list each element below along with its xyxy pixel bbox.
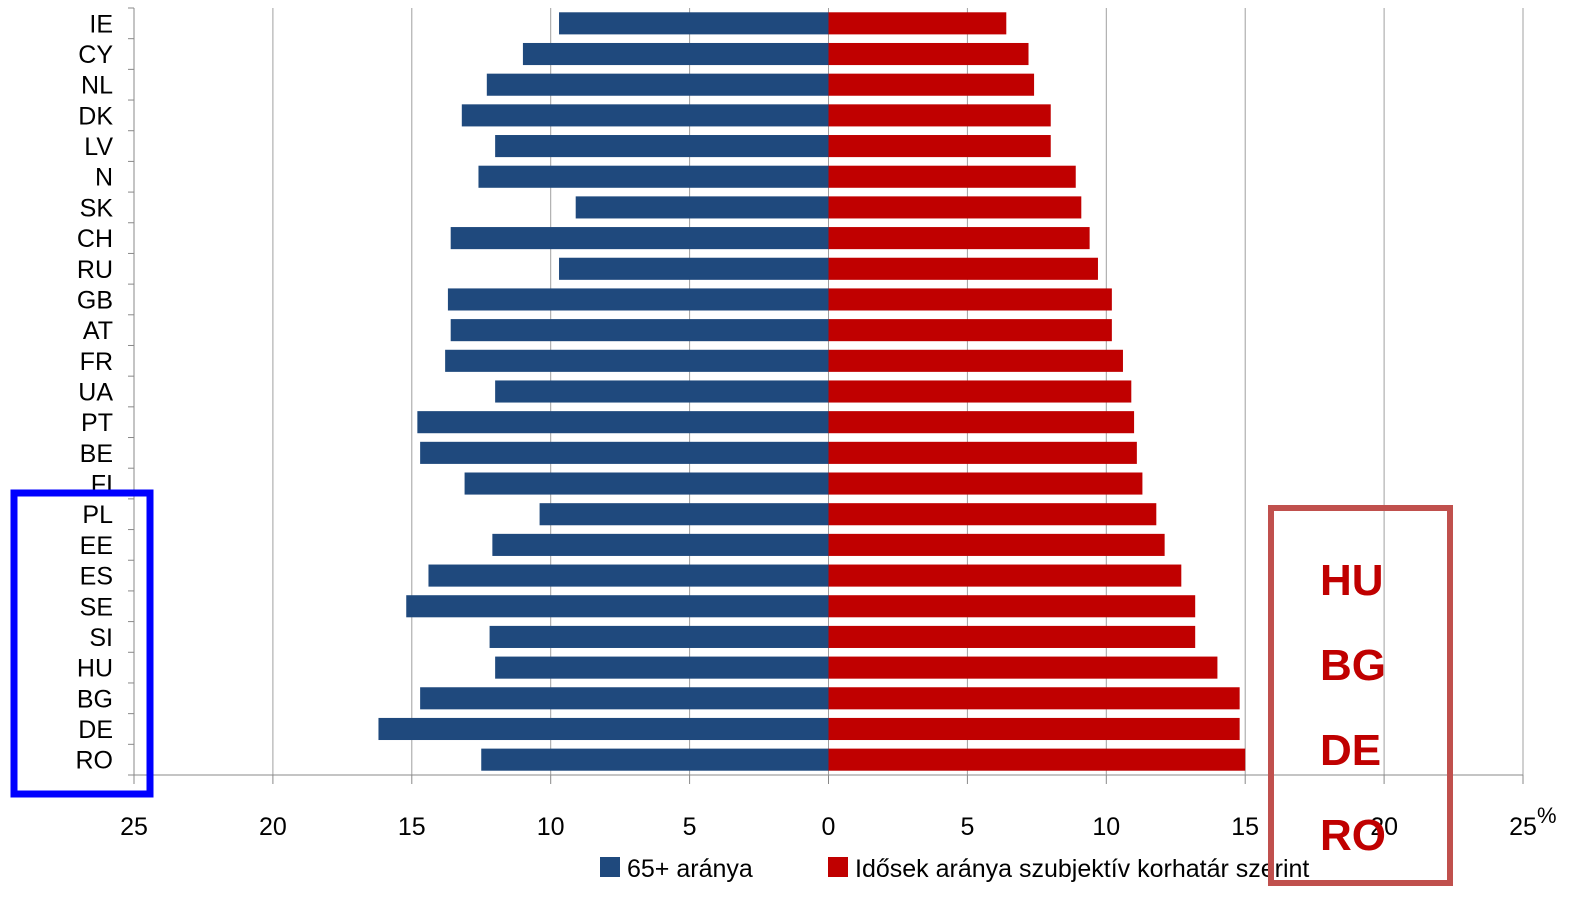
- legend: 65+ aránya Idősek aránya szubjektív korha…: [600, 855, 1309, 883]
- bar-subjective-si: [829, 626, 1196, 648]
- bar-subjective-gb: [829, 288, 1112, 310]
- category-label-ie: IE: [89, 10, 113, 38]
- category-label-gb: GB: [77, 286, 113, 314]
- legend-swatch-subjective: [828, 857, 848, 877]
- category-label-nl: NL: [81, 72, 113, 100]
- bar-subjective-pl: [829, 503, 1157, 525]
- bar-65plus-pl: [540, 503, 829, 525]
- x-tick-label: 10: [1092, 813, 1120, 841]
- x-axis-unit-label: %: [1537, 803, 1557, 828]
- y-axis: [128, 8, 134, 775]
- category-label-si: SI: [89, 624, 113, 652]
- bar-subjective-dk: [829, 104, 1051, 126]
- bar-65plus-bg: [420, 687, 828, 709]
- category-label-at: AT: [83, 317, 113, 345]
- category-label-ua: UA: [78, 379, 113, 407]
- category-label-lv: LV: [84, 133, 113, 161]
- bar-subjective-lv: [829, 135, 1051, 157]
- bar-65plus-dk: [462, 104, 829, 126]
- category-label-sk: SK: [80, 194, 114, 222]
- category-label-pt: PT: [81, 409, 113, 437]
- bar-subjective-be: [829, 442, 1137, 464]
- bar-subjective-n: [829, 166, 1076, 188]
- x-tick-label: 5: [960, 813, 974, 841]
- bar-65plus-nl: [487, 74, 829, 96]
- x-tick-label: 0: [822, 813, 836, 841]
- bar-subjective-at: [829, 319, 1112, 341]
- category-label-ee: EE: [80, 532, 113, 560]
- category-label-dk: DK: [78, 102, 113, 130]
- bar-subjective-bg: [829, 687, 1240, 709]
- highlight-label-bg: BG: [1320, 641, 1386, 690]
- x-tick-label: 15: [1231, 813, 1259, 841]
- bar-subjective-sk: [829, 196, 1082, 218]
- bar-65plus-n: [478, 166, 828, 188]
- category-label-ch: CH: [77, 225, 113, 253]
- bar-65plus-cy: [523, 43, 829, 65]
- bar-subjective-es: [829, 565, 1182, 587]
- bar-subjective-ch: [829, 227, 1090, 249]
- x-tick-label: 10: [537, 813, 565, 841]
- category-label-be: BE: [80, 440, 113, 468]
- legend-label-65plus: 65+ aránya: [627, 855, 753, 883]
- legend-label-subjective: Idősek aránya szubjektív korhatár szerin…: [855, 855, 1309, 883]
- category-label-ru: RU: [77, 256, 113, 284]
- bar-subjective-se: [829, 595, 1196, 617]
- category-label-hu: HU: [77, 655, 113, 683]
- category-label-cy: CY: [78, 41, 113, 69]
- legend-swatch-65plus: [600, 857, 620, 877]
- bar-65plus-hu: [495, 657, 828, 679]
- bar-subjective-ru: [829, 258, 1098, 280]
- bar-65plus-ie: [559, 12, 828, 34]
- category-label-pl: PL: [82, 501, 113, 529]
- x-tick-label: 15: [398, 813, 426, 841]
- category-label-se: SE: [80, 593, 113, 621]
- bar-subjective-de: [829, 718, 1240, 740]
- bar-subjective-ua: [829, 380, 1132, 402]
- bar-subjective-fi: [829, 472, 1143, 494]
- category-label-fr: FR: [80, 348, 113, 376]
- highlight-label-ro: RO: [1320, 811, 1386, 860]
- bar-subjective-fr: [829, 350, 1123, 372]
- highlight-label-hu: HU: [1320, 556, 1384, 605]
- x-tick-label: 25: [1509, 813, 1537, 841]
- category-label-es: ES: [80, 563, 113, 591]
- bar-65plus-ua: [495, 380, 828, 402]
- bar-subjective-ee: [829, 534, 1165, 556]
- bar-65plus-gb: [448, 288, 829, 310]
- bar-65plus-ch: [451, 227, 829, 249]
- bar-subjective-nl: [829, 74, 1035, 96]
- x-tick-label: 25: [120, 813, 148, 841]
- category-label-n: N: [95, 164, 113, 192]
- bar-65plus-de: [378, 718, 828, 740]
- bars: [378, 12, 1245, 770]
- bar-65plus-at: [451, 319, 829, 341]
- bar-65plus-fr: [445, 350, 828, 372]
- category-label-ro: RO: [76, 747, 114, 775]
- category-labels: IECYNLDKLVNSKCHRUGBATFRUAPTBEFIPLEEESSES…: [76, 10, 114, 774]
- category-label-de: DE: [78, 716, 113, 744]
- bar-65plus-fi: [465, 472, 829, 494]
- bar-65plus-ee: [492, 534, 828, 556]
- bar-65plus-ru: [559, 258, 828, 280]
- bar-65plus-pt: [417, 411, 828, 433]
- category-label-bg: BG: [77, 685, 113, 713]
- bar-65plus-lv: [495, 135, 828, 157]
- bar-subjective-pt: [829, 411, 1135, 433]
- bar-65plus-be: [420, 442, 828, 464]
- bar-65plus-se: [406, 595, 828, 617]
- bar-subjective-ie: [829, 12, 1007, 34]
- x-tick-label: 5: [683, 813, 697, 841]
- x-tick-label: 20: [259, 813, 287, 841]
- bar-subjective-hu: [829, 657, 1218, 679]
- bar-65plus-sk: [576, 196, 829, 218]
- bar-subjective-cy: [829, 43, 1029, 65]
- bar-65plus-si: [490, 626, 829, 648]
- bar-65plus-es: [428, 565, 828, 587]
- bar-65plus-ro: [481, 749, 828, 771]
- highlight-label-de: DE: [1320, 726, 1381, 775]
- bar-subjective-ro: [829, 749, 1246, 771]
